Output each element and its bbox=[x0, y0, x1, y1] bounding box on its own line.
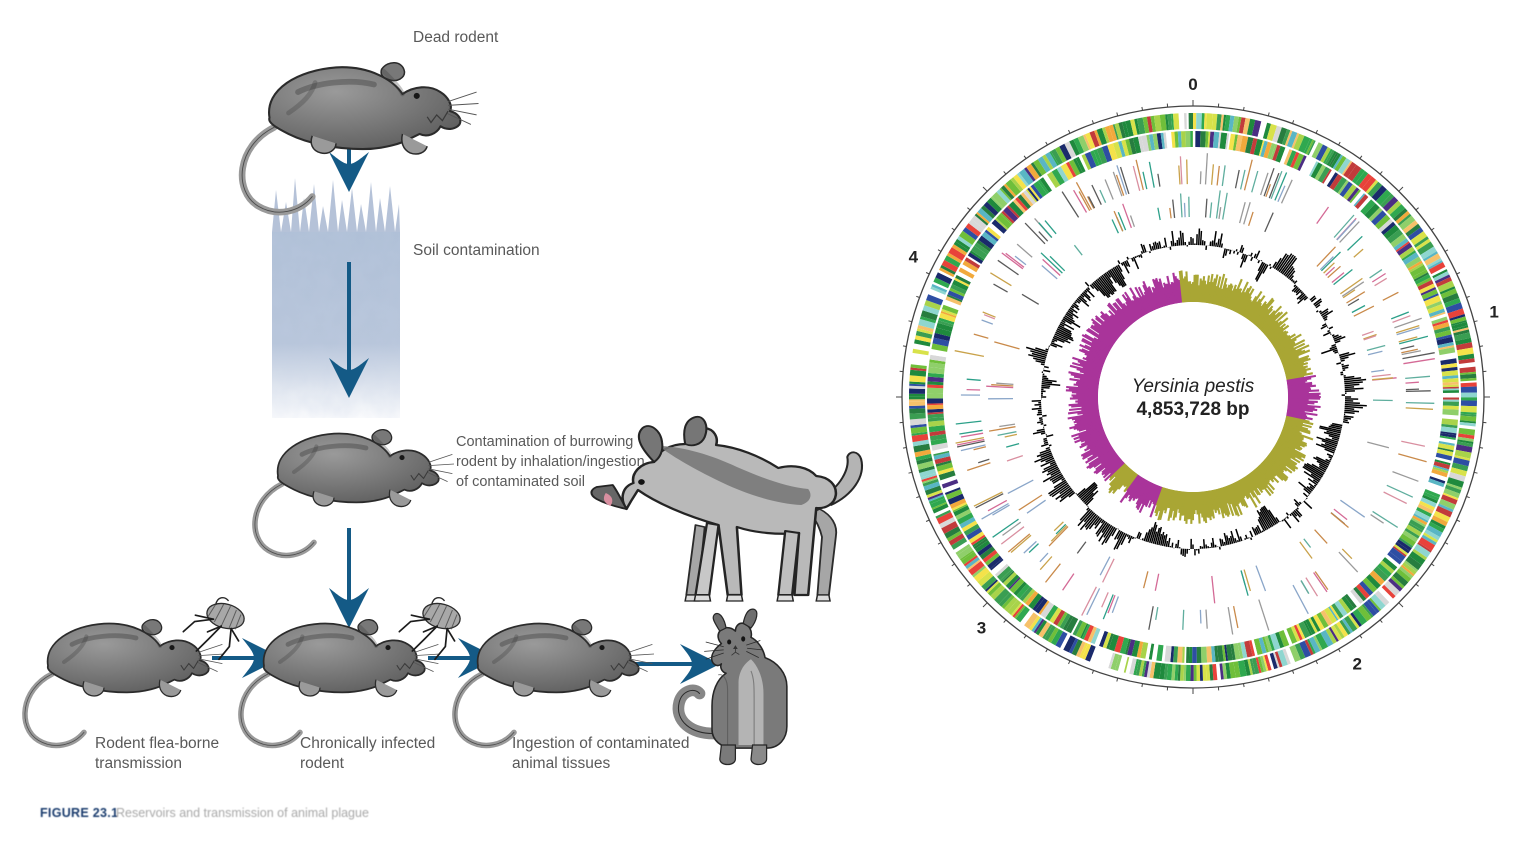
svg-text:4: 4 bbox=[909, 247, 919, 266]
svg-text:2: 2 bbox=[1353, 654, 1362, 673]
svg-text:Dead rodent: Dead rodent bbox=[413, 29, 499, 46]
svg-text:Soil contamination: Soil contamination bbox=[413, 242, 540, 259]
svg-text:FIGURE 23.1: FIGURE 23.1 bbox=[40, 806, 118, 820]
svg-text:rodent: rodent bbox=[300, 755, 345, 772]
svg-text:3: 3 bbox=[977, 619, 986, 638]
svg-text:Rodent flea-borne: Rodent flea-borne bbox=[95, 735, 219, 752]
svg-text:of contaminated soil: of contaminated soil bbox=[456, 474, 585, 490]
svg-text:transmission: transmission bbox=[95, 755, 182, 772]
svg-text:Reservoirs and transmission of: Reservoirs and transmission of animal pl… bbox=[116, 806, 369, 820]
svg-text:Chronically infected: Chronically infected bbox=[300, 735, 435, 752]
svg-text:Yersinia pestis: Yersinia pestis bbox=[1132, 376, 1255, 397]
svg-text:animal tissues: animal tissues bbox=[512, 755, 610, 772]
svg-text:Contamination of burrowing: Contamination of burrowing bbox=[456, 434, 633, 450]
svg-text:1: 1 bbox=[1489, 303, 1498, 322]
svg-text:rodent by inhalation/ingestion: rodent by inhalation/ingestion bbox=[456, 454, 645, 470]
svg-text:0: 0 bbox=[1188, 75, 1197, 94]
svg-text:Ingestion of contaminated: Ingestion of contaminated bbox=[512, 735, 690, 752]
svg-text:4,853,728 bp: 4,853,728 bp bbox=[1136, 399, 1249, 420]
